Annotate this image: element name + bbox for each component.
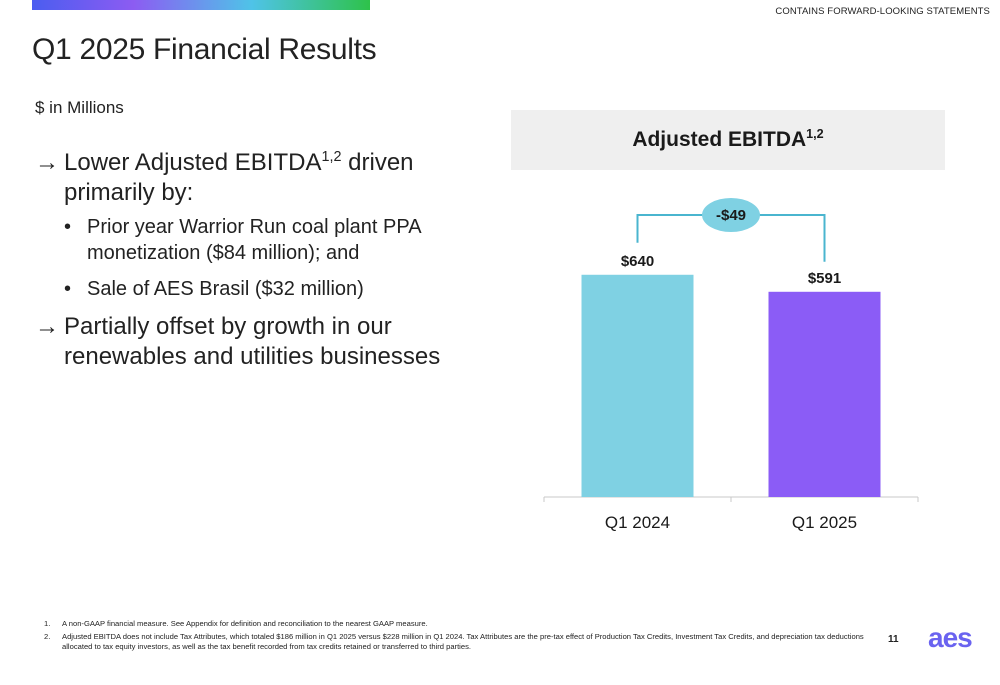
bullet-dot-icon: • — [64, 216, 72, 238]
footnotes: 1. A non-GAAP financial measure. See Appe… — [44, 619, 874, 655]
arrow-right-icon: → — [35, 313, 59, 340]
bullet-sub-2-text: Sale of AES Brasil ($32 million) — [87, 278, 364, 300]
bullet-main-2: → Partially offset by growth in our rene… — [35, 312, 475, 372]
chart-title: Adjusted EBITDA1,2 — [632, 127, 824, 151]
bar-value-label: $640 — [621, 253, 654, 270]
arrow-right-icon: → — [35, 149, 59, 176]
chart-title-box: Adjusted EBITDA1,2 — [511, 110, 945, 170]
adjusted-ebitda-chart: $640 Q1 2024 $591 Q1 2025 -$49 — [543, 198, 919, 532]
category-tick-label: Q1 2024 — [605, 513, 670, 532]
commentary-bullets: → Lower Adjusted EBITDA1,2 driven primar… — [35, 148, 475, 378]
brand-gradient-bar — [32, 0, 370, 10]
aes-logo: aes — [928, 622, 973, 653]
bar-q1-2025 — [768, 291, 881, 497]
bullet-dot-icon: • — [64, 278, 72, 300]
page-number: 11 — [888, 634, 899, 645]
bullet-main-1: → Lower Adjusted EBITDA1,2 driven primar… — [35, 148, 475, 208]
bar-q1-2024 — [581, 274, 694, 497]
page-title: Q1 2025 Financial Results — [32, 33, 377, 66]
bullet-sub-1: • Prior year Warrior Run coal plant PPA … — [64, 214, 475, 266]
footnote-1: 1. A non-GAAP financial measure. See Appe… — [44, 619, 428, 628]
change-badge — [702, 198, 760, 232]
footnote-2: 2. Adjusted EBITDA does not include Tax A… — [44, 632, 864, 651]
forward-looking-disclaimer: CONTAINS FORWARD-LOOKING STATEMENTS — [775, 6, 990, 17]
units-label: $ in Millions — [35, 98, 124, 117]
category-tick-label: Q1 2025 — [792, 513, 857, 532]
bullet-sub-1-text: Prior year Warrior Run coal plant PPA mo… — [87, 216, 421, 264]
bullet-sub-2: • Sale of AES Brasil ($32 million) — [64, 276, 475, 302]
bullet-main-1-text: Lower Adjusted EBITDA1,2 driven primaril… — [64, 149, 414, 206]
bar-value-label: $591 — [808, 270, 841, 287]
change-label: -$49 — [716, 207, 746, 224]
bullet-main-2-text: Partially offset by growth in our renewa… — [64, 313, 441, 370]
